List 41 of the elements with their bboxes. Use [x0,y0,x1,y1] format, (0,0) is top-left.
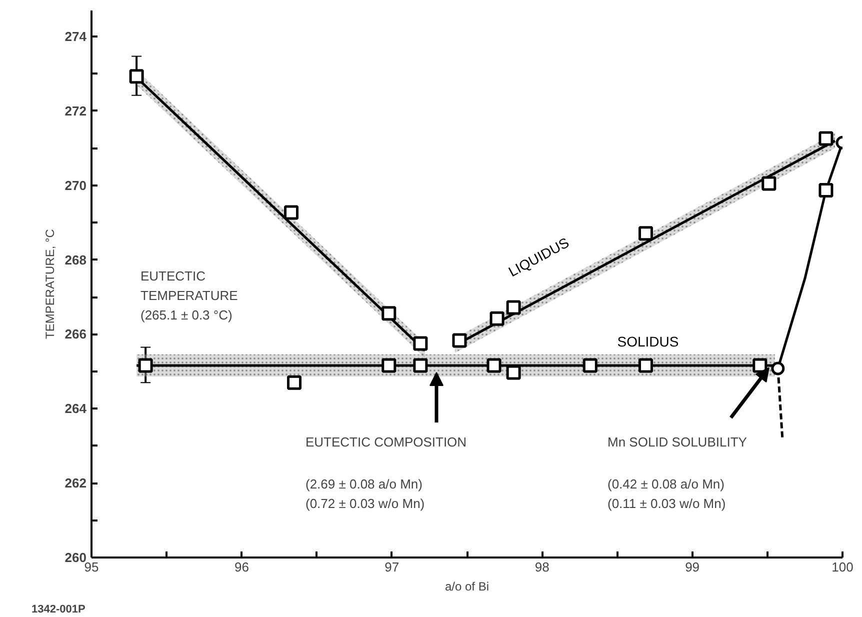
y-tick-label: 274 [64,29,88,44]
point [638,226,653,241]
point [506,365,521,380]
x-tick-label: 100 [832,560,854,574]
point [284,205,299,220]
y-axis-title: TEMPERATURE, °C [42,228,57,339]
point [413,358,428,373]
point [413,336,428,351]
point [129,69,144,84]
annotation: EUTECTIC COMPOSITION [306,434,467,450]
x-tick-label: 97 [384,560,400,574]
point [818,182,834,198]
point [762,176,776,191]
y-tick-label: 264 [64,401,88,416]
annotation: (2.69 ± 0.08 a/o Mn) (0.72 ± 0.03 w/o Mn) [306,476,425,511]
point [486,358,502,373]
y-tick-label: 262 [64,476,87,491]
y-tick-label: 270 [64,178,87,193]
point [138,358,153,373]
point [582,358,598,373]
x-axis-title: a/o of Bi [444,580,490,594]
x-tick-label: 98 [534,560,550,574]
point [506,300,521,315]
point [452,333,467,348]
y-tick-label: 266 [64,326,87,342]
x-tick-label: 96 [234,560,249,574]
point [818,131,834,146]
y-tick-label: 272 [64,103,87,118]
annotation: EUTECTIC TEMPERATURE (265.1 ± 0.3 °C) [140,268,238,322]
point [490,311,504,326]
point [382,358,396,373]
series-label: SOLIDUS [617,333,679,350]
point [752,358,768,373]
y-tick-label: 268 [64,252,87,268]
point [382,306,396,321]
text: 1342-001P [32,604,86,616]
x-tick-label: 99 [685,560,700,574]
annotation: Mn SOLID SOLUBILITY [608,434,748,450]
point [287,375,302,390]
annotation: (0.42 ± 0.08 a/o Mn) (0.11 ± 0.03 w/o Mn) [608,476,726,511]
point [638,358,653,373]
